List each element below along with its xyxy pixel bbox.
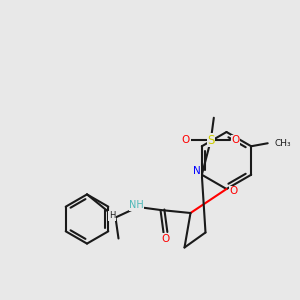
Text: N: N <box>193 166 200 176</box>
Text: CH₃: CH₃ <box>274 139 291 148</box>
Text: O: O <box>230 186 238 197</box>
Text: NH: NH <box>129 200 144 211</box>
Text: S: S <box>207 134 214 147</box>
Text: H: H <box>109 212 115 220</box>
Text: O: O <box>232 135 240 145</box>
Text: O: O <box>182 135 190 145</box>
Text: O: O <box>161 233 169 244</box>
